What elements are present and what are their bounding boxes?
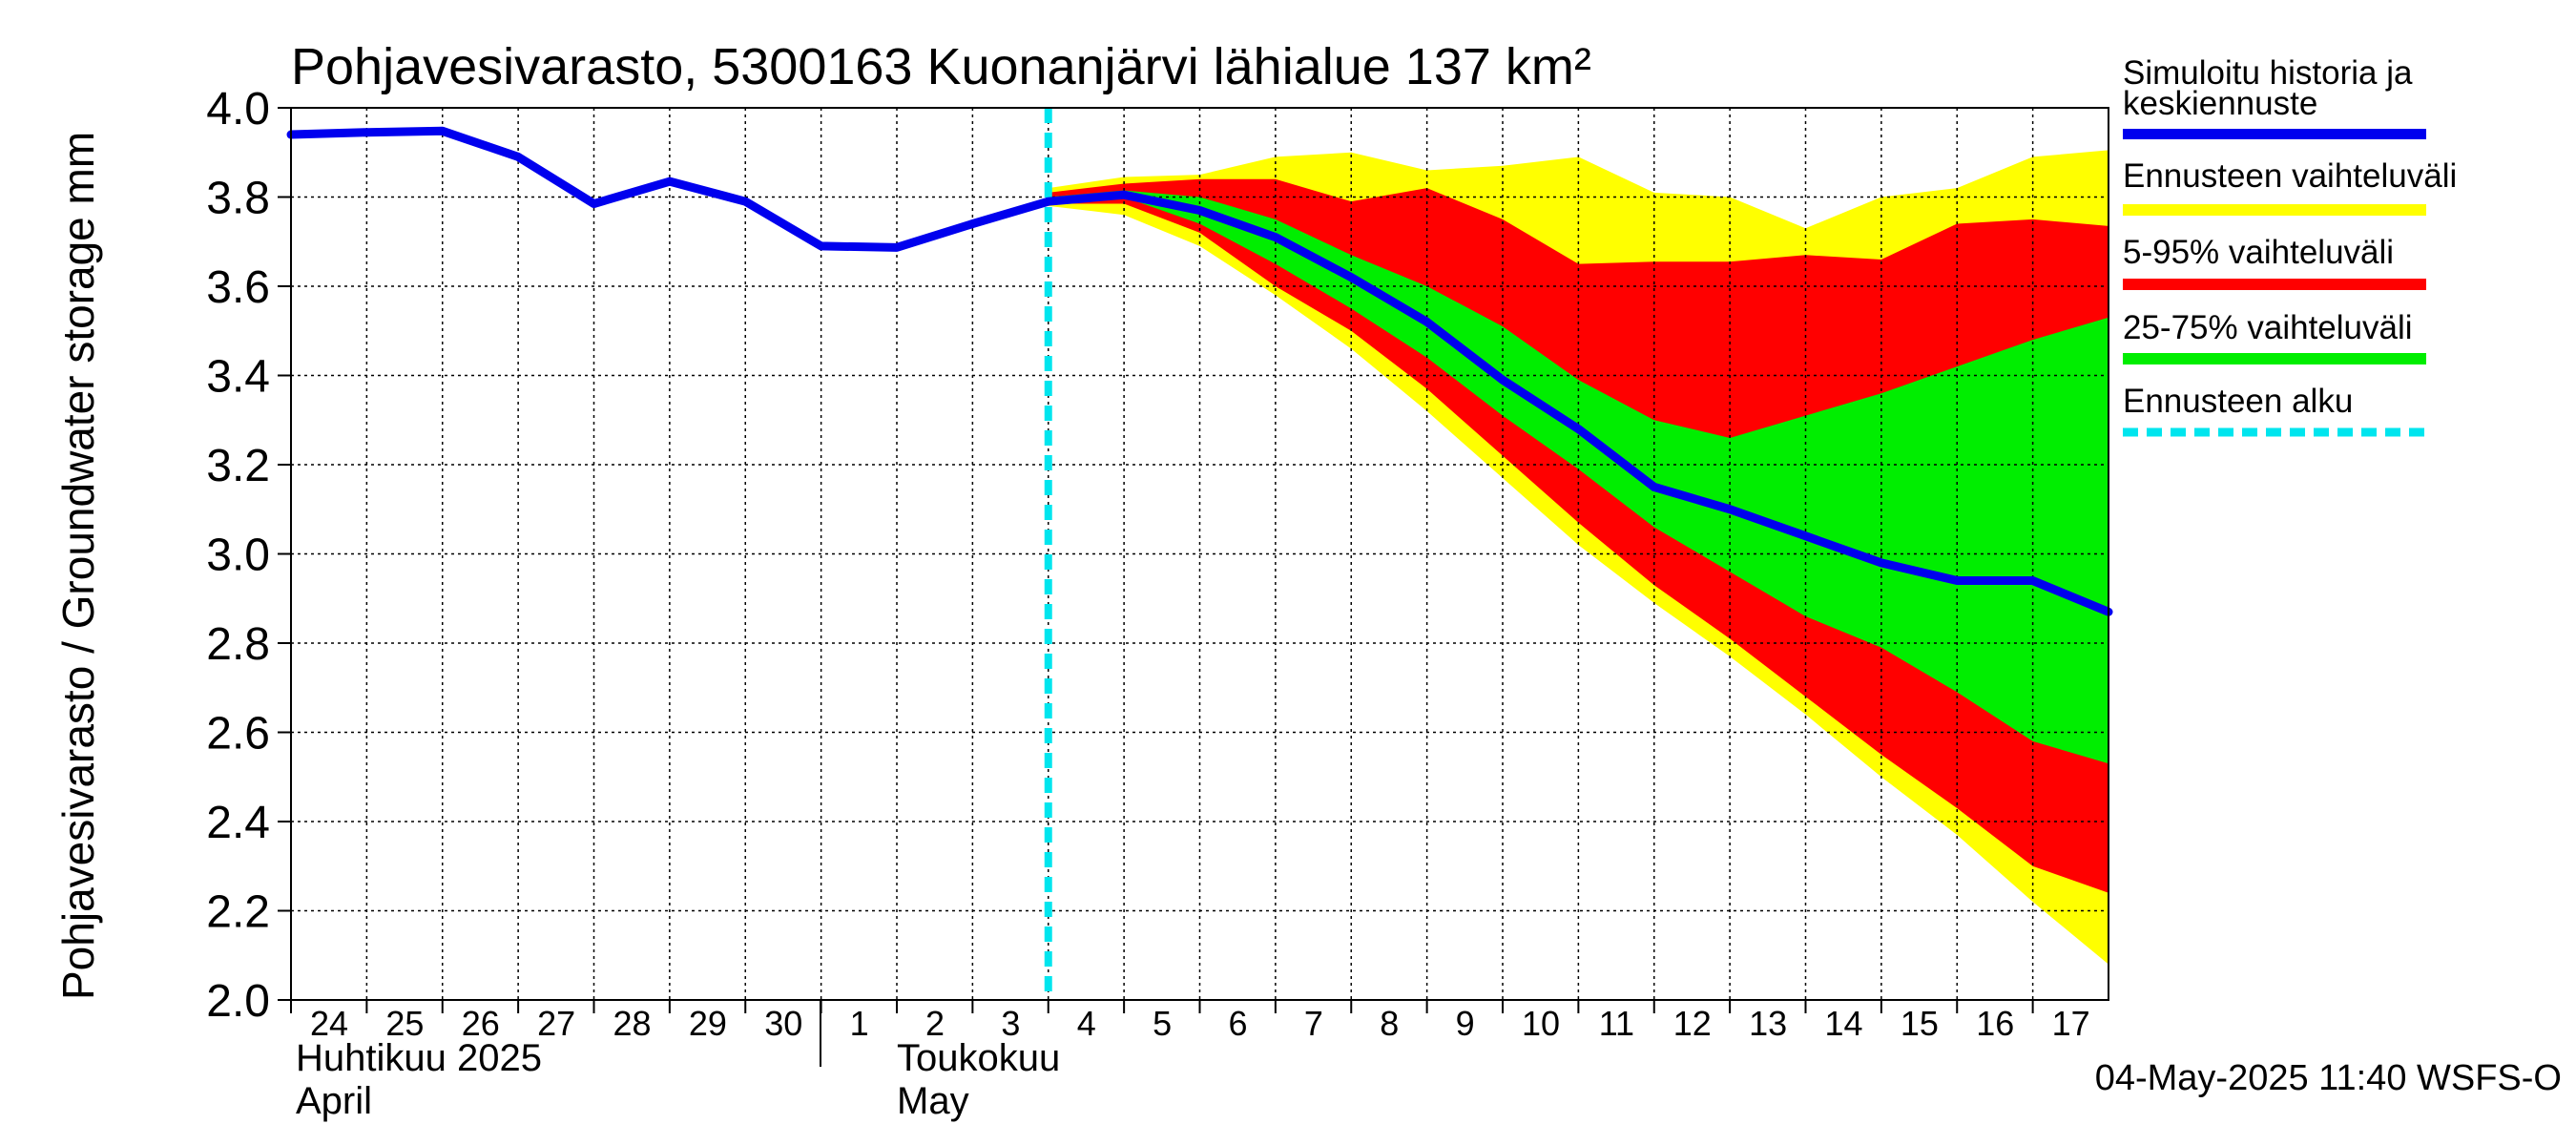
legend-p5-95-swatch — [2123, 279, 2426, 290]
x-tick-label: 11 — [1599, 1004, 1634, 1043]
y-tick-label: 3.6 — [206, 262, 270, 313]
legend-range-swatch — [2123, 204, 2426, 216]
x-tick-label: 13 — [1749, 1004, 1787, 1043]
y-tick-label: 2.0 — [206, 976, 270, 1027]
y-tick-label: 2.4 — [206, 798, 270, 848]
y-tick-label: 3.0 — [206, 531, 270, 581]
x-tick-label: 27 — [537, 1004, 575, 1043]
forecast-bands — [1048, 150, 2109, 965]
x-tick-label: 17 — [2052, 1004, 2090, 1043]
legend-median-swatch — [2123, 129, 2426, 139]
footer-timestamp: 04-May-2025 11:40 WSFS-O — [2095, 1058, 2562, 1098]
x-tick-label: 9 — [1456, 1004, 1475, 1043]
legend-median-label-2: keskiennuste — [2123, 85, 2317, 122]
month-april-fi: Huhtikuu 2025 — [296, 1037, 542, 1079]
x-tick-label: 15 — [1901, 1004, 1939, 1043]
y-tick-label: 2.2 — [206, 887, 270, 938]
legend-median-label-1: Simuloitu historia ja — [2123, 54, 2413, 92]
band-5-95 — [1048, 178, 2109, 893]
x-tick-label: 4 — [1077, 1004, 1096, 1043]
month-april-en: April — [296, 1080, 372, 1122]
band-25-75 — [1048, 190, 2109, 764]
y-tick-label: 4.0 — [206, 84, 270, 135]
y-tick-label: 3.8 — [206, 174, 270, 224]
x-tick-label: 12 — [1673, 1004, 1712, 1043]
legend-start-label: Ennusteen alku — [2123, 383, 2353, 420]
legend-p5-95-label: 5-95% vaihteluväli — [2123, 234, 2394, 271]
legend-range-label: Ennusteen vaihteluväli — [2123, 157, 2457, 195]
month-may-en: May — [897, 1080, 969, 1122]
x-tick-label: 29 — [689, 1004, 727, 1043]
x-tick-label: 8 — [1380, 1004, 1399, 1043]
x-tick-label: 25 — [385, 1004, 424, 1043]
x-tick-label: 6 — [1228, 1004, 1247, 1043]
x-tick-label: 3 — [1001, 1004, 1020, 1043]
y-tick-label: 2.6 — [206, 709, 270, 760]
x-tick-label: 14 — [1824, 1004, 1862, 1043]
x-tick-label: 26 — [462, 1004, 500, 1043]
x-tick-label: 30 — [764, 1004, 802, 1043]
x-axis-ticks: 24 25 26 27 28 29 30 1 2 3 4 5 6 7 8 9 10 11 12 13 14 15 16 17 — [290, 1000, 2090, 1043]
y-axis-ticks: 2.0 2.2 2.4 2.6 2.8 3.0 3.2 3.4 3.6 3.8 4.0 — [206, 84, 291, 1027]
month-may-fi: Toukokuu — [897, 1037, 1060, 1079]
x-tick-label: 1 — [850, 1004, 869, 1043]
y-axis-label: Pohjavesivarasto / Groundwater storage m… — [53, 132, 103, 1000]
y-tick-label: 3.4 — [206, 352, 270, 403]
x-tick-label: 10 — [1522, 1004, 1560, 1043]
x-tick-label: 28 — [613, 1004, 651, 1043]
median-line — [286, 126, 2113, 616]
grid-lines — [291, 108, 2109, 1000]
legend-p25-75-label: 25-75% vaihteluväli — [2123, 309, 2413, 346]
x-tick-label: 7 — [1304, 1004, 1323, 1043]
x-tick-label: 5 — [1153, 1004, 1172, 1043]
legend-p25-75-swatch — [2123, 353, 2426, 364]
y-tick-label: 3.2 — [206, 441, 270, 491]
x-tick-label: 2 — [925, 1004, 945, 1043]
legend: Simuloitu historia ja keskiennuste Ennus… — [2123, 54, 2457, 437]
y-tick-label: 2.8 — [206, 619, 270, 670]
x-tick-label: 16 — [1976, 1004, 2014, 1043]
x-tick-label: 24 — [310, 1004, 348, 1043]
chart-title: Pohjavesivarasto, 5300163 Kuonanjärvi lä… — [291, 38, 1591, 95]
